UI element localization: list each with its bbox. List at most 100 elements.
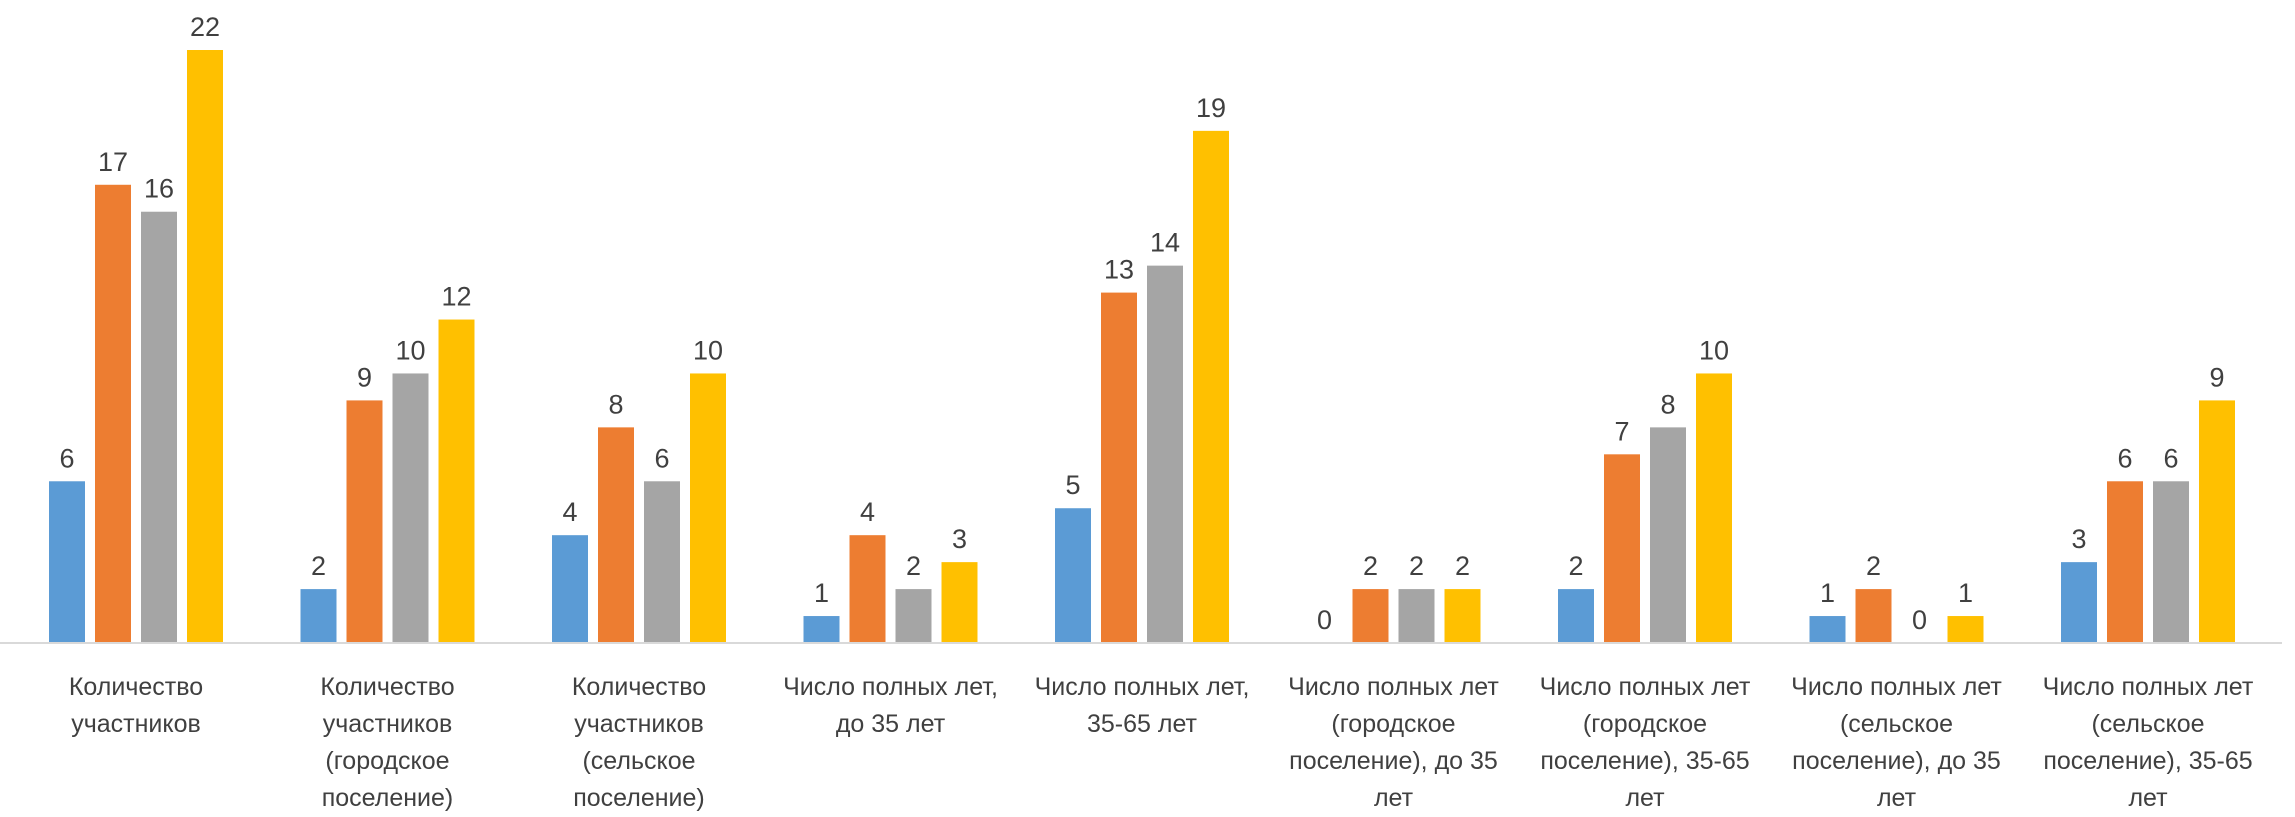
bar bbox=[141, 211, 177, 643]
data-label: 14 bbox=[1150, 228, 1180, 258]
data-label: 19 bbox=[1196, 93, 1226, 123]
data-label: 13 bbox=[1104, 255, 1134, 285]
category-label: (сельское bbox=[1840, 710, 1953, 738]
category-labels-layer: Количество участников Количество участников… bbox=[69, 673, 2254, 812]
data-label: 10 bbox=[395, 335, 425, 365]
data-label: 2 bbox=[1409, 551, 1424, 581]
data-label: 16 bbox=[144, 174, 174, 204]
data-label: 6 bbox=[59, 443, 74, 473]
bar bbox=[1604, 454, 1640, 643]
data-label: 0 bbox=[1912, 605, 1927, 635]
data-label: 3 bbox=[952, 524, 967, 554]
bar bbox=[2199, 400, 2235, 643]
bar bbox=[300, 589, 337, 643]
category-label: Число полных лет, bbox=[783, 673, 998, 701]
data-label: 0 bbox=[1317, 605, 1332, 635]
bar bbox=[1855, 589, 1892, 643]
data-label: 1 bbox=[1958, 578, 1973, 608]
bar bbox=[2153, 481, 2189, 643]
data-label: 2 bbox=[1455, 551, 1470, 581]
bar bbox=[2107, 481, 2143, 643]
category-label: (сельское bbox=[2091, 710, 2204, 738]
bar bbox=[552, 535, 588, 643]
data-label: 2 bbox=[311, 551, 326, 581]
category-label: до 35 лет bbox=[836, 710, 946, 738]
bar bbox=[1193, 130, 1229, 643]
bar bbox=[95, 184, 131, 644]
bar bbox=[849, 535, 886, 643]
data-label: 3 bbox=[2071, 524, 2086, 554]
category-label: участников bbox=[574, 710, 704, 738]
data-label: 12 bbox=[441, 282, 471, 312]
bar bbox=[2061, 562, 2097, 643]
data-label: 6 bbox=[654, 443, 669, 473]
bar bbox=[895, 589, 932, 643]
bar bbox=[187, 50, 223, 643]
data-label: 17 bbox=[98, 147, 128, 177]
data-label: 1 bbox=[1820, 578, 1835, 608]
data-label: 4 bbox=[562, 497, 577, 527]
bar bbox=[1696, 373, 1732, 643]
bar bbox=[1809, 616, 1846, 643]
bar bbox=[690, 373, 726, 643]
bar bbox=[941, 562, 978, 643]
category-label: участников bbox=[71, 710, 201, 738]
category-label: поселение), 35-65 bbox=[1540, 747, 1749, 775]
category-label: поселение) bbox=[573, 784, 705, 812]
category-label: (городское bbox=[325, 747, 449, 775]
bar bbox=[1055, 508, 1091, 643]
bar bbox=[1650, 427, 1686, 643]
bar bbox=[49, 481, 85, 643]
bar bbox=[392, 373, 429, 643]
data-label: 22 bbox=[190, 12, 220, 42]
data-label: 6 bbox=[2117, 443, 2132, 473]
category-label: (городское bbox=[1583, 710, 1707, 738]
data-label: 4 bbox=[860, 497, 875, 527]
category-label: поселение), до 35 bbox=[1792, 747, 2001, 775]
category-label: лет bbox=[1374, 784, 1414, 812]
bar bbox=[1444, 589, 1481, 643]
bar bbox=[346, 400, 383, 643]
bar bbox=[1947, 616, 1984, 643]
category-label: поселение), до 35 bbox=[1289, 747, 1498, 775]
category-label: поселение) bbox=[322, 784, 454, 812]
data-label: 7 bbox=[1614, 416, 1629, 446]
bar bbox=[1558, 589, 1594, 643]
category-label: Число полных лет bbox=[1791, 673, 2002, 701]
bar bbox=[644, 481, 680, 643]
data-label: 10 bbox=[693, 335, 723, 365]
data-label: 2 bbox=[906, 551, 921, 581]
category-label: лет bbox=[1625, 784, 1665, 812]
category-label: участников bbox=[323, 710, 453, 738]
category-label: (городское bbox=[1331, 710, 1455, 738]
data-label: 2 bbox=[1363, 551, 1378, 581]
bars-layer bbox=[49, 50, 2235, 644]
category-label: лет bbox=[2128, 784, 2168, 812]
category-label: Число полных лет bbox=[1540, 673, 1751, 701]
category-label: лет bbox=[1877, 784, 1917, 812]
category-label: Количество bbox=[572, 673, 706, 701]
category-label: Число полных лет bbox=[1288, 673, 1499, 701]
bar bbox=[1101, 292, 1137, 643]
bar bbox=[1352, 589, 1389, 643]
category-label: Число полных лет, bbox=[1035, 673, 1250, 701]
category-label: поселение), 35-65 bbox=[2043, 747, 2252, 775]
data-label: 8 bbox=[1660, 389, 1675, 419]
bar bbox=[598, 427, 634, 643]
bar bbox=[1147, 265, 1183, 643]
data-label: 10 bbox=[1699, 335, 1729, 365]
category-label: Число полных лет bbox=[2043, 673, 2254, 701]
category-label: (сельское bbox=[582, 747, 695, 775]
category-label: Количество bbox=[69, 673, 203, 701]
category-label: 35-65 лет bbox=[1087, 710, 1198, 738]
data-label: 2 bbox=[1568, 551, 1583, 581]
data-label: 8 bbox=[608, 389, 623, 419]
bar bbox=[1398, 589, 1435, 643]
category-label: Количество bbox=[320, 673, 454, 701]
bar bbox=[803, 616, 840, 643]
data-label: 9 bbox=[2209, 362, 2224, 392]
data-label: 9 bbox=[357, 362, 372, 392]
data-label: 6 bbox=[2163, 443, 2178, 473]
